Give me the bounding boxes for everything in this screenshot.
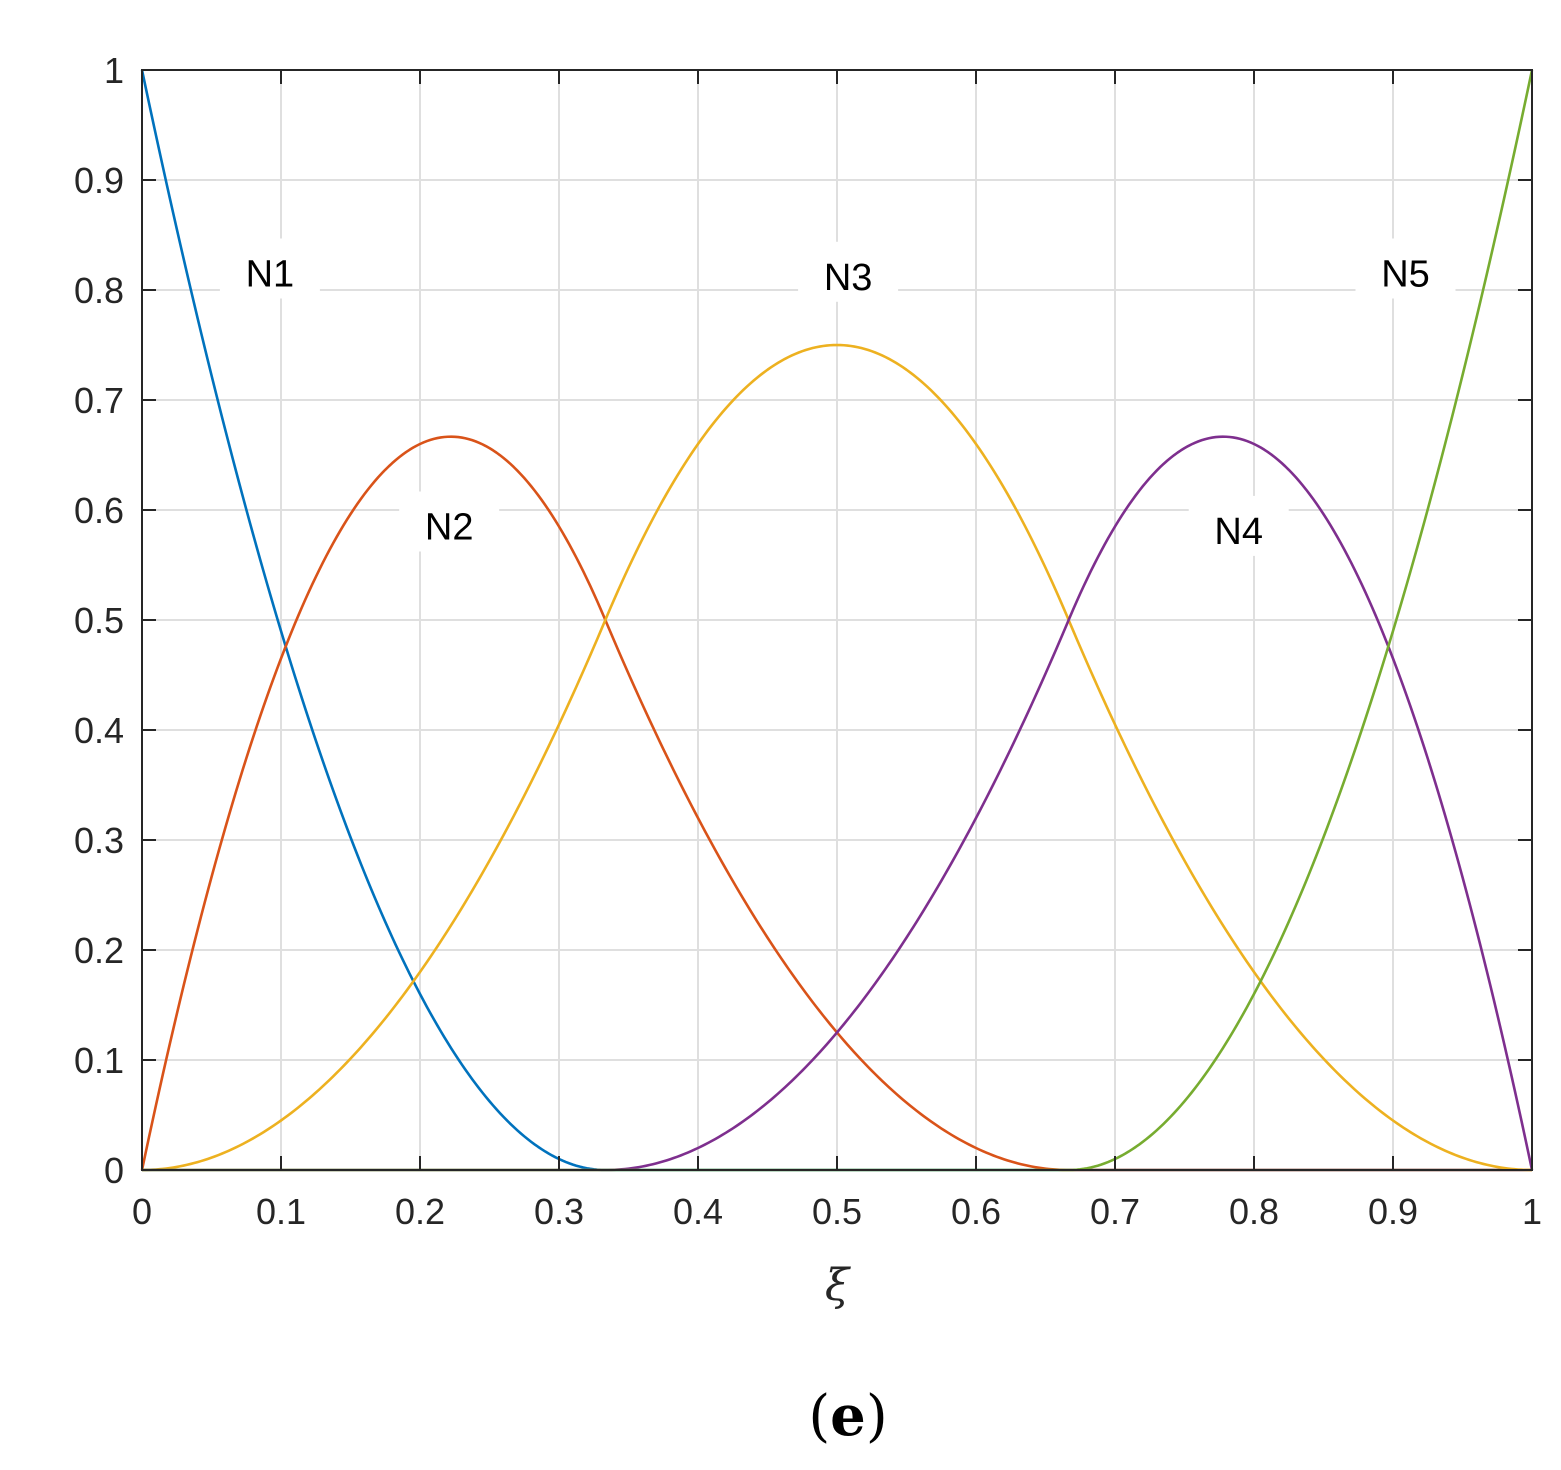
y-tick-label: 0.3 [74, 820, 124, 861]
x-tick-labels: 0 0.1 0.2 0.3 0.4 0.5 0.6 0.7 0.8 0.9 1 [132, 1191, 1542, 1232]
series-label-n3: N3 [824, 257, 873, 299]
y-tick-label: 0.9 [74, 160, 124, 201]
x-tick-label: 0.6 [951, 1191, 1001, 1232]
y-tick-label: 0.1 [74, 1040, 124, 1081]
y-tick-label: 0.2 [74, 930, 124, 971]
x-tick-label: 0.3 [534, 1191, 584, 1232]
y-tick-label: 0 [104, 1150, 124, 1191]
annotation-layer: N1 N2 N3 N4 N5 [219, 238, 1456, 556]
series-label-bg [798, 241, 899, 302]
x-tick-label: 0.7 [1090, 1191, 1140, 1232]
series-label-n5: N5 [1381, 254, 1430, 296]
y-tick-label: 1 [104, 50, 124, 91]
series-label-bg [1355, 238, 1456, 299]
x-tick-label: 1 [1522, 1191, 1542, 1232]
caption: (e) [808, 1383, 887, 1449]
series-label-n2: N2 [425, 507, 474, 549]
x-tick-label: 0.9 [1368, 1191, 1418, 1232]
x-tick-label: 0.2 [395, 1191, 445, 1232]
x-tick-label: 0.5 [812, 1191, 862, 1232]
y-tick-labels: 0 0.1 0.2 0.3 0.4 0.5 0.6 0.7 0.8 0.9 1 [74, 50, 124, 1191]
series-line-n3 [141, 343, 1533, 1172]
y-tick-label: 0.8 [74, 270, 124, 311]
y-tick-label: 0.5 [74, 600, 124, 641]
caption-open: ( [808, 1384, 830, 1449]
x-tick-label: 0 [132, 1191, 152, 1232]
x-tick-label: 0.4 [673, 1191, 723, 1232]
x-axis-label: ξ [825, 1260, 852, 1311]
series-label-bg [399, 491, 500, 552]
x-tick-label: 0.1 [256, 1191, 306, 1232]
series-label-n4: N4 [1214, 511, 1263, 553]
y-tick-label: 0.7 [74, 380, 124, 421]
series-label-n1: N1 [246, 254, 295, 296]
y-tick-label: 0.6 [74, 490, 124, 531]
series-label-bg [1188, 495, 1289, 556]
caption-letter: e [830, 1383, 866, 1449]
series-label-bg [219, 238, 320, 299]
y-tick-label: 0.4 [74, 710, 124, 751]
x-tick-label: 0.8 [1229, 1191, 1279, 1232]
ticks [141, 69, 1533, 1171]
caption-close: ) [866, 1384, 888, 1449]
